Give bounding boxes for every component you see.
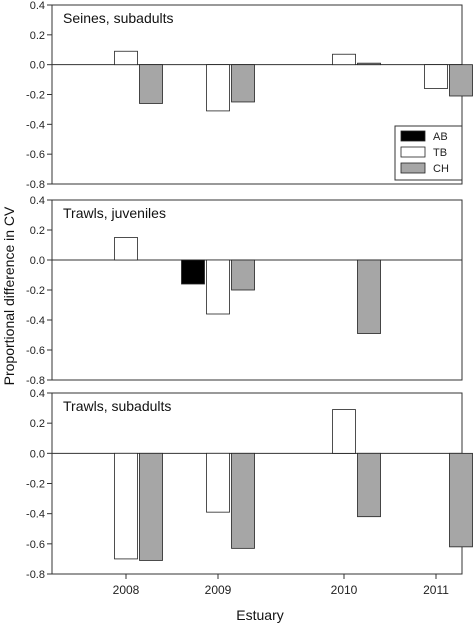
- x-tick-label: 2010: [331, 583, 358, 597]
- legend-label-tb: TB: [433, 147, 447, 159]
- y-tick-label: -0.8: [26, 569, 45, 581]
- y-tick-label: -0.2: [26, 479, 45, 491]
- bar-tb-2008: [114, 237, 138, 261]
- panel-frame: [51, 392, 463, 575]
- y-tick-label: 0.4: [30, 388, 45, 400]
- y-tick-label: -0.6: [26, 149, 45, 161]
- bar-tb-2010: [332, 409, 356, 454]
- x-tick-label: 2009: [205, 583, 232, 597]
- y-axis-title: Proportional difference in CV: [1, 206, 17, 385]
- y-tick-label: -0.2: [26, 285, 45, 297]
- y-tick-label: 0.0: [30, 448, 45, 460]
- y-tick-label: -0.4: [26, 315, 45, 327]
- panel-title: Trawls, juveniles: [63, 205, 166, 221]
- bar-ch-2009: [231, 452, 255, 549]
- bar-tb-2011: [424, 64, 448, 89]
- bar-ch-2009: [231, 259, 255, 291]
- bar-ch-2010: [357, 452, 381, 518]
- legend-label-ch: CH: [433, 163, 449, 175]
- bar-ch-2009: [231, 64, 255, 103]
- panel-1: 0.4 0.2 0.0 -0.2 -0.4 -0.6 -0.8 Seines, subadul…: [26, 0, 473, 191]
- panel-title: Trawls, subadults: [63, 398, 171, 414]
- bar-ch-2010: [357, 62, 381, 66]
- y-tick-label: 0.2: [30, 225, 45, 237]
- x-axis-ticks: 2008 2009 2010 2011: [113, 574, 449, 597]
- panels: 0.4 0.2 0.0 -0.2 -0.4 -0.6 -0.8 Seines, subadul…: [26, 0, 473, 581]
- panel-title: Seines, subadults: [63, 10, 174, 26]
- legend-swatch-tb: [400, 146, 426, 158]
- bar-ch-2010: [357, 259, 381, 334]
- y-tick-label: -0.8: [26, 375, 45, 387]
- x-tick-label: 2008: [113, 583, 140, 597]
- y-tick-label: 0.4: [30, 195, 45, 207]
- bar-tb-2010: [332, 53, 356, 66]
- bar-tb-2009: [206, 259, 230, 315]
- y-tick-label: -0.4: [26, 119, 45, 131]
- panel-frame: [51, 199, 463, 381]
- legend-label-ab: AB: [433, 131, 448, 143]
- panel-2: 0.4 0.2 0.0 -0.2 -0.4 -0.6 -0.8 Trawls, juvenil…: [26, 195, 463, 387]
- legend-swatch-ab: [400, 130, 426, 142]
- y-tick-label: 0.2: [30, 418, 45, 430]
- x-axis-title: Estuary: [236, 607, 283, 623]
- bar-ab-2009: [181, 259, 205, 285]
- y-tick-label: -0.2: [26, 90, 45, 102]
- legend-swatch-ch: [400, 162, 426, 174]
- bar-tb-2009: [206, 452, 230, 513]
- y-tick-label: 0.0: [30, 255, 45, 267]
- bar-ch-2011: [449, 452, 473, 548]
- y-tick-label: -0.4: [26, 509, 45, 521]
- bar-tb-2009: [206, 64, 230, 112]
- y-tick-label: -0.6: [26, 345, 45, 357]
- panel-3: 0.4 0.2 0.0 -0.2 -0.4 -0.6 -0.8 Trawls, subadul…: [26, 388, 473, 581]
- bar-ch-2008: [139, 64, 163, 104]
- legend: AB TB CH: [394, 125, 463, 181]
- bar-tb-2008: [114, 50, 138, 66]
- bar-ch-2008: [139, 452, 163, 561]
- bar-ch-2011: [449, 64, 473, 97]
- bar-tb-2008: [114, 452, 138, 560]
- x-tick-label: 2011: [423, 583, 449, 597]
- y-tick-label: -0.6: [26, 539, 45, 551]
- y-tick-label: 0.2: [30, 30, 45, 42]
- y-tick-label: -0.8: [26, 179, 45, 191]
- y-tick-label: 0.0: [30, 60, 45, 72]
- y-tick-label: 0.4: [30, 0, 45, 12]
